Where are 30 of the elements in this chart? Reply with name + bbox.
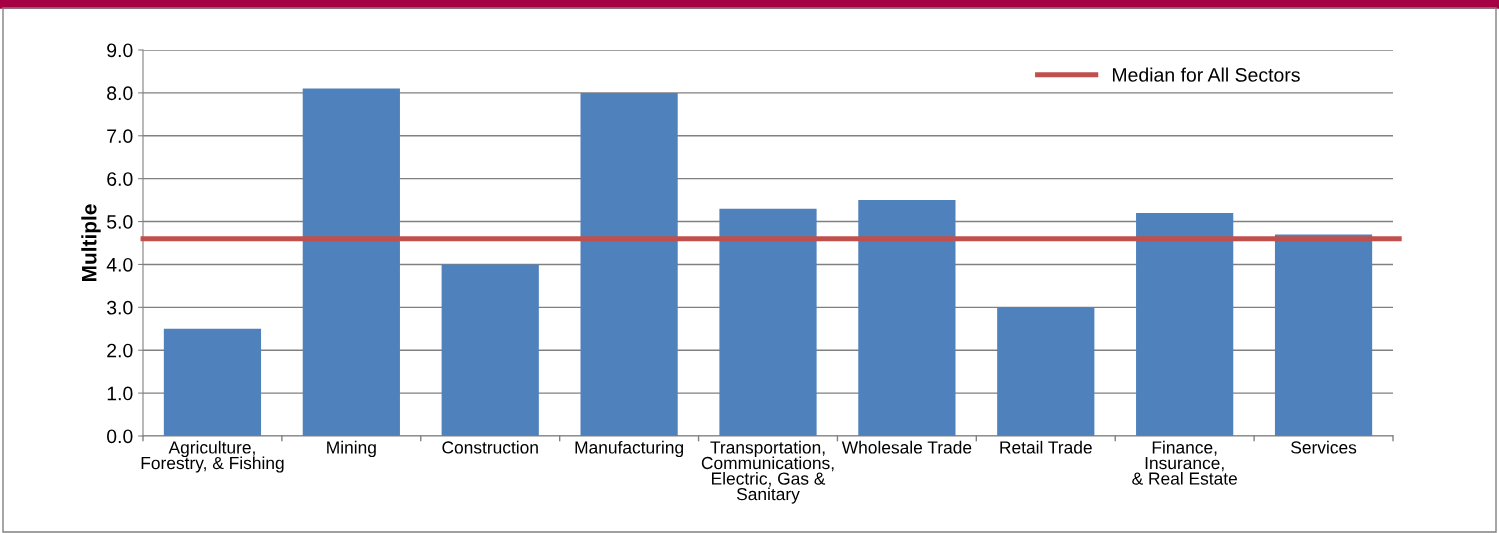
bar xyxy=(163,328,262,436)
y-tick-label: 6.0 xyxy=(107,172,133,186)
bar xyxy=(997,307,1095,436)
bar xyxy=(302,88,400,436)
y-tick-label: 8.0 xyxy=(107,86,133,101)
y-tick-label: 7.0 xyxy=(107,129,133,144)
bar xyxy=(1136,212,1234,436)
y-tick-label: 2.0 xyxy=(107,343,133,358)
x-tick-label: Agriculture, Forestry, & Fishing xyxy=(141,440,284,473)
y-tick-label: 9.0 xyxy=(107,43,133,58)
y-tick-label: 4.0 xyxy=(106,257,133,272)
x-tick-label: Wholesale Trade xyxy=(841,440,972,454)
y-tick-label: 5.0 xyxy=(107,215,133,229)
x-tick-label: Construction xyxy=(442,440,538,454)
x-tick-label: Transportation, Communications, Electric, Gas & Sanitary xyxy=(701,440,834,504)
y-tick-label: 1.0 xyxy=(107,386,133,401)
x-tick-label: Finance, Insurance, & Real Estate xyxy=(1132,440,1237,485)
bar xyxy=(719,208,817,436)
y-axis-title: Multiple xyxy=(81,204,101,281)
x-tick-label: Mining xyxy=(327,440,376,458)
x-tick-label: Services xyxy=(1291,440,1357,454)
y-tick-label: 0.0 xyxy=(107,429,133,444)
bar xyxy=(1274,234,1373,436)
y-tick-label: 3.0 xyxy=(106,300,133,315)
bar xyxy=(441,264,539,436)
bar xyxy=(858,200,956,436)
x-tick-label: Retail Trade xyxy=(1000,440,1092,454)
x-tick-label: Manufacturing xyxy=(575,440,683,458)
legend-label: Median for All Sectors xyxy=(1112,67,1300,82)
bar xyxy=(580,92,678,436)
